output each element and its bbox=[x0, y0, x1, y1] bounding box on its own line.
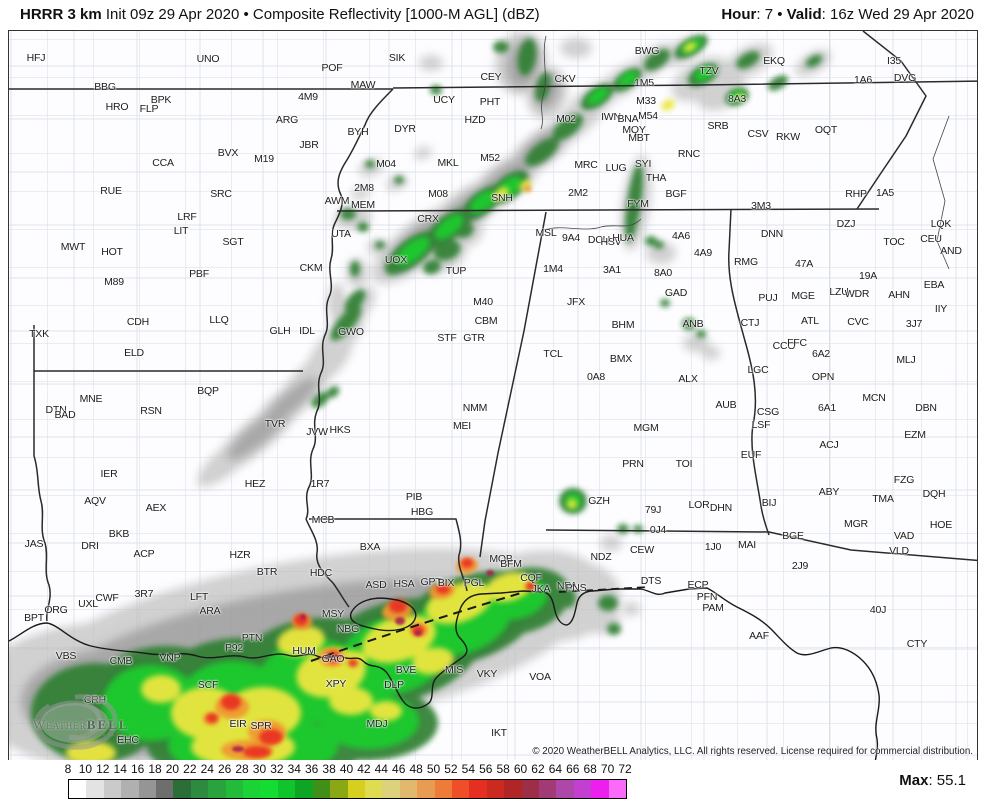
colorbar-tick: 34 bbox=[287, 762, 301, 776]
colorbar-tick: 64 bbox=[548, 762, 563, 776]
valid-label: Valid bbox=[786, 6, 822, 23]
weatherbell-logo: WeatherBELL Analytics LLC bbox=[25, 691, 135, 761]
colorbar-cell bbox=[469, 780, 487, 798]
colorbar-cell bbox=[486, 780, 505, 798]
colorbar-tick: 58 bbox=[496, 762, 510, 776]
weather-map: HFJ UNO POF SIK MAW BBG CEY CKV BWG 1M5 EKQ TZV I35 D… bbox=[8, 30, 978, 762]
colorbar-cell bbox=[399, 780, 418, 798]
colorbar-tick: 48 bbox=[409, 762, 423, 776]
colorbar-cell bbox=[521, 780, 539, 798]
colorbar-tick: 38 bbox=[322, 762, 336, 776]
logo-wordmark: WeatherBELL bbox=[33, 717, 130, 732]
valid-value: 16z Wed 29 Apr 2020 bbox=[830, 6, 974, 23]
colorbar-tick: 22 bbox=[183, 762, 197, 776]
colorbar-cell bbox=[69, 780, 87, 798]
colorbar-tick: 42 bbox=[357, 762, 371, 776]
colorbar-cell bbox=[103, 780, 122, 798]
hour-value: 7 bbox=[764, 6, 774, 23]
colorbar-cell bbox=[225, 780, 244, 798]
colorbar-tick: 44 bbox=[374, 762, 388, 776]
colorbar-cell bbox=[86, 780, 104, 798]
colorbar-tick: 46 bbox=[392, 762, 406, 776]
colorbar-cell bbox=[538, 780, 557, 798]
colorbar-cell bbox=[312, 780, 331, 798]
colorbar-cell bbox=[347, 780, 365, 798]
colorbar-strip: 8 10 12 14 16 18 20 22 24 26 28 30 32 34 36 38 40 42 44 46 4… bbox=[0, 760, 984, 808]
colorbar-cell bbox=[382, 780, 400, 798]
radar-reflectivity bbox=[9, 31, 832, 761]
colorbar-tick: 60 bbox=[513, 762, 528, 776]
colorbar-tick: 56 bbox=[479, 762, 493, 776]
colorbar-tick: 20 bbox=[165, 762, 180, 776]
colorbar-tick: 28 bbox=[235, 762, 249, 776]
colorbar-cell bbox=[138, 780, 157, 798]
colorbar-tick: 72 bbox=[618, 762, 632, 776]
colorbar-cell bbox=[208, 780, 226, 798]
colorbar-cell bbox=[434, 780, 452, 798]
colorbar-cell bbox=[121, 780, 139, 798]
colorbar-tick: 32 bbox=[270, 762, 284, 776]
colorbar-tick: 70 bbox=[600, 762, 615, 776]
colorbar-tick: 18 bbox=[148, 762, 162, 776]
colorbar-cell bbox=[156, 780, 174, 798]
colorbar-cell bbox=[417, 780, 435, 798]
map-canvas bbox=[9, 31, 977, 761]
init-time: Init 09z 29 Apr 2020 bbox=[101, 6, 244, 23]
title-bar: HRRR 3 km Init 09z 29 Apr 2020 • Composi… bbox=[0, 0, 984, 30]
colorbar-tick: 62 bbox=[531, 762, 545, 776]
state-borders bbox=[9, 31, 977, 622]
colorbar-cell bbox=[295, 780, 313, 798]
colorbar-cell bbox=[556, 780, 574, 798]
colorbar-cell bbox=[277, 780, 296, 798]
colorbar-cell bbox=[504, 780, 522, 798]
copyright-notice: © 2020 WeatherBELL Analytics, LLC. All r… bbox=[532, 746, 973, 757]
colorbar-tick: 36 bbox=[305, 762, 319, 776]
colorbar-tick: 12 bbox=[96, 762, 110, 776]
colorbar-tick: 10 bbox=[78, 762, 93, 776]
colorbar-tick: 68 bbox=[583, 762, 597, 776]
product-title: HRRR 3 km Init 09z 29 Apr 2020 • Composi… bbox=[20, 0, 540, 30]
model-name: HRRR 3 km bbox=[20, 6, 102, 23]
colorbar-cell bbox=[451, 780, 470, 798]
colorbar-cell bbox=[330, 780, 348, 798]
colorbar-tick: 24 bbox=[200, 762, 214, 776]
colorbar-scale bbox=[68, 779, 627, 799]
colorbar-cell bbox=[364, 780, 383, 798]
colorbar-cell bbox=[243, 780, 261, 798]
colorbar-tick: 54 bbox=[461, 762, 476, 776]
colorbar-tick: 50 bbox=[426, 762, 441, 776]
colorbar-cell bbox=[190, 780, 209, 798]
rivers bbox=[540, 35, 950, 270]
colorbar-tick: 40 bbox=[339, 762, 354, 776]
colorbar-cell bbox=[591, 780, 609, 798]
hurricane-swirl-icon bbox=[33, 694, 118, 750]
radar-layer-d bbox=[232, 570, 494, 752]
colorbar-cell bbox=[260, 780, 278, 798]
colorbar-tick: 26 bbox=[217, 762, 232, 776]
max-value: Max: 55.1 bbox=[899, 772, 966, 789]
colorbar-tick: 14 bbox=[113, 762, 127, 776]
colorbar-tick: 66 bbox=[566, 762, 580, 776]
bullet: • bbox=[243, 6, 249, 23]
colorbar-tick: 52 bbox=[444, 762, 458, 776]
colorbar-cell bbox=[173, 780, 191, 798]
coastline bbox=[9, 586, 881, 761]
colorbar-tick: 30 bbox=[252, 762, 267, 776]
colorbar-cell bbox=[608, 780, 626, 798]
product-name: Composite Reflectivity [1000-M AGL] (dBZ… bbox=[248, 6, 540, 23]
valid-title: Hour: 7 • Valid: 16z Wed 29 Apr 2020 bbox=[721, 6, 974, 23]
colorbar-cell bbox=[573, 780, 592, 798]
colorbar-tick: 16 bbox=[130, 762, 145, 776]
logo-subtext: Analytics LLC bbox=[77, 732, 121, 738]
colorbar-tick: 8 bbox=[64, 762, 72, 776]
hour-label: Hour bbox=[721, 6, 757, 23]
colorbar-ticks: 8 10 12 14 16 18 20 22 24 26 28 30 32 34 36 38 40 42 44 46 4… bbox=[0, 762, 984, 776]
